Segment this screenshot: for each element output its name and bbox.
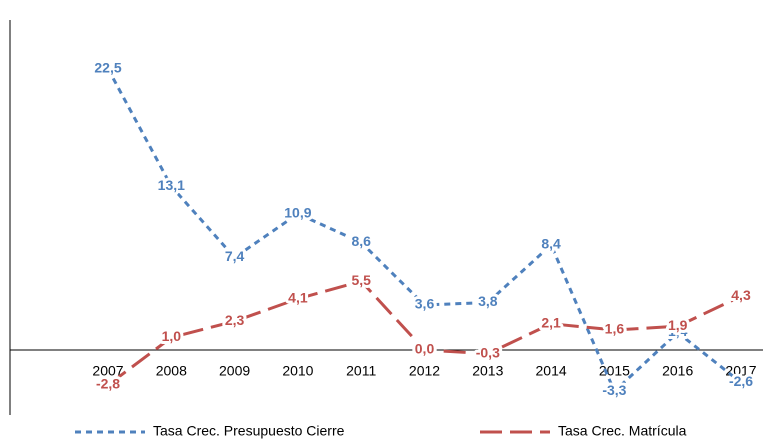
data-label: -2,8 [96,376,120,392]
data-label: 22,5 [94,59,121,75]
data-label: 3,8 [478,293,498,309]
data-label: 0,0 [415,341,435,357]
x-tick-label: 2014 [536,363,567,379]
data-label: 4,1 [288,289,308,305]
legend-label: Tasa Crec. Presupuesto Cierre [153,423,345,439]
data-label: 7,4 [225,248,245,264]
data-label: -0,3 [476,344,500,360]
data-label: 13,1 [158,177,185,193]
data-label: 8,6 [351,233,371,249]
data-label: 5,5 [351,272,371,288]
data-label: -2,6 [729,373,753,389]
x-tick-label: 2008 [156,363,187,379]
data-label: 4,3 [731,287,751,303]
data-label: 8,4 [541,236,561,252]
data-label: 1,0 [162,328,182,344]
data-label: 3,6 [415,296,435,312]
x-tick-label: 2009 [219,363,250,379]
x-tick-label: 2011 [346,363,376,379]
data-label: -3,3 [602,382,626,398]
x-tick-label: 2007 [92,363,123,379]
data-label: 1,6 [605,321,625,337]
data-label: 2,1 [541,314,561,330]
x-tick-label: 2016 [662,363,693,379]
data-label: 1,9 [668,317,688,333]
data-label: 10,9 [284,204,311,220]
x-tick-label: 2013 [472,363,503,379]
x-tick-label: 2015 [599,363,630,379]
data-label: 2,3 [225,312,245,328]
x-tick-label: 2012 [409,363,440,379]
series-line [107,279,742,387]
series-line [106,68,742,394]
legend-label: Tasa Crec. Matrícula [558,423,687,439]
x-tick-label: 2010 [282,363,313,379]
data-label: 1,4 [668,323,688,339]
